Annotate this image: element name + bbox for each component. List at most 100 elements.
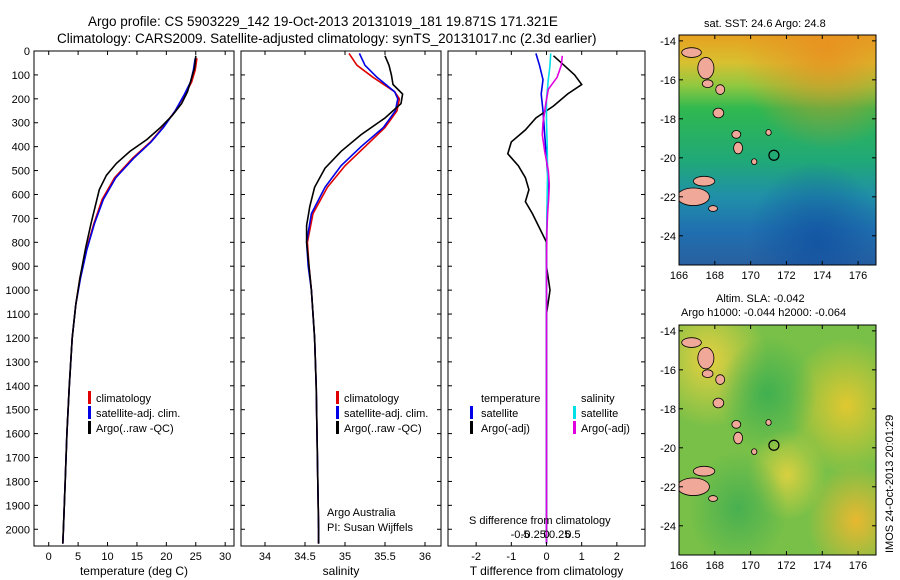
header-line2: Climatology: CARS2009. Satellite-adjuste… xyxy=(57,31,597,46)
side-stamp: IMOS 24-Oct-2013 20:01:29 xyxy=(884,415,896,553)
map-y-tick-label: -20 xyxy=(660,443,676,455)
island xyxy=(733,431,743,445)
map-x-tick-label: 166 xyxy=(670,270,688,282)
s-tick-label: -0.5 xyxy=(511,529,530,541)
island xyxy=(715,374,726,385)
header-line1: Argo profile: CS 5903229_142 19-Oct-2013… xyxy=(88,14,558,29)
legend-swatch-t-argo xyxy=(470,421,473,434)
legend-swatch-climatology xyxy=(336,391,339,404)
island xyxy=(765,129,772,136)
island xyxy=(733,141,743,155)
difference-legend: temperature satellite Argo(-adj) salinit… xyxy=(469,393,630,527)
difference-panel: -2 -1 0 1 2-0.5-0.250 0.250.5T difference fro… xyxy=(447,50,646,578)
s-tick-label: 0.5 xyxy=(565,529,580,541)
legend-swatch-s-satellite xyxy=(573,406,576,419)
salinity-legend: climatology satellite-adj. clim. Argo(..… xyxy=(327,391,428,534)
x-tick-label: 0 xyxy=(543,551,549,563)
island xyxy=(701,369,714,379)
legend-swatch-argo xyxy=(88,421,91,434)
series-line-climatology xyxy=(306,52,401,544)
series-line-s-argo-adj xyxy=(541,55,564,544)
island xyxy=(715,84,726,95)
island xyxy=(679,477,710,496)
map-x-tick-label: 172 xyxy=(777,560,795,572)
series-line-satellite-adj-clim xyxy=(62,58,196,544)
s-difference-axis-title: S difference from climatology xyxy=(469,515,611,527)
salinity-panel: 34 34.5 35 35.5 36 salinity xyxy=(240,50,442,578)
y-tick-label: 1400 xyxy=(6,381,30,393)
y-tick-label: 500 xyxy=(12,166,30,178)
series-line-climatology xyxy=(62,58,198,544)
x-tick-label: 34.5 xyxy=(294,551,315,563)
map-y-tick-label: -14 xyxy=(660,326,676,338)
map-x-tick-label: 170 xyxy=(741,270,759,282)
map-y-tick-label: -18 xyxy=(660,404,676,416)
sst-map: sat. SST: 24.6 Argo: 24.8 166 168 170 172 17… xyxy=(660,18,877,282)
map-y-tick-label: -14 xyxy=(660,36,676,48)
legend-label: climatology xyxy=(96,393,152,405)
legend-label: Argo(-adj) xyxy=(581,423,630,435)
legend-label: Argo(..raw -QC) xyxy=(96,423,174,435)
legend-label: satellite-adj. clim. xyxy=(96,408,180,420)
argo-float-marker xyxy=(768,439,780,451)
map-y-tick-label: -20 xyxy=(660,153,676,165)
island xyxy=(765,419,772,426)
map-y-tick-label: -24 xyxy=(660,231,676,243)
map-y-tick-label: -18 xyxy=(660,114,676,126)
plot-frame xyxy=(33,50,235,547)
plot-frame xyxy=(240,50,442,547)
series-line-argo-raw-qc xyxy=(62,55,197,544)
y-tick-label: 1700 xyxy=(6,453,30,465)
x-axis-label: temperature (deg C) xyxy=(80,564,188,578)
legend-label: Argo(..raw -QC) xyxy=(344,423,422,435)
credit-line1: Argo Australia xyxy=(327,507,396,519)
map-x-tick-label: 168 xyxy=(706,560,724,572)
sst-islands xyxy=(679,47,772,212)
y-tick-label: 1500 xyxy=(6,405,30,417)
x-tick-label: 10 xyxy=(101,551,113,563)
y-tick-label: 1900 xyxy=(6,500,30,512)
y-tick-label: 200 xyxy=(12,94,30,106)
map-y-tick-label: -22 xyxy=(660,192,676,204)
x-tick-label: 36 xyxy=(419,551,431,563)
y-tick-label: 2000 xyxy=(6,524,30,536)
y-tick-label: 0 xyxy=(24,46,30,58)
island xyxy=(692,175,716,187)
sla-map: Altim. SLA: -0.042 Argo h1000: -0.044 h2… xyxy=(660,293,877,572)
sst-map-frame xyxy=(678,34,877,266)
sst-map-axes: 166 168 170 172 174 176 -14 -16 -18 -20 -22 -24 xyxy=(660,35,876,282)
island xyxy=(751,448,758,456)
y-tick-label: 1800 xyxy=(6,476,30,488)
map-x-tick-label: 166 xyxy=(670,560,688,572)
x-tick-label: 2 xyxy=(614,551,620,563)
sla-islands xyxy=(679,337,772,502)
x-tick-label: 20 xyxy=(160,551,172,563)
map-x-tick-label: 176 xyxy=(849,270,867,282)
legend-title-temperature: temperature xyxy=(481,393,540,405)
y-tick-label: 1600 xyxy=(6,429,30,441)
legend-title-salinity: salinity xyxy=(581,393,615,405)
map-y-tick-label: -22 xyxy=(660,482,676,494)
map-x-tick-label: 168 xyxy=(706,270,724,282)
map-y-tick-label: -16 xyxy=(660,75,676,87)
s-tick-label: 0 xyxy=(543,529,549,541)
legend-label: Argo(-adj) xyxy=(481,423,530,435)
y-tick-label: 100 xyxy=(12,70,30,82)
island xyxy=(708,495,718,502)
island xyxy=(731,130,742,139)
series-line-satellite-adj-clim xyxy=(305,53,399,544)
island xyxy=(701,79,714,89)
y-tick-label: 1100 xyxy=(6,309,30,321)
y-tick-label: 1000 xyxy=(6,285,30,297)
s-tick-label: 0.25 xyxy=(549,529,570,541)
y-tick-label: 1300 xyxy=(6,357,30,369)
island xyxy=(712,397,725,409)
map-x-tick-label: 174 xyxy=(813,560,831,572)
x-axis-label: T difference from climatology xyxy=(470,564,624,578)
y-tick-label: 400 xyxy=(12,142,30,154)
legend-swatch-t-satellite xyxy=(470,406,473,419)
map-x-tick-label: 176 xyxy=(849,560,867,572)
sla-map-title-line2: Argo h1000: -0.044 h2000: -0.064 xyxy=(681,307,846,319)
island xyxy=(731,420,742,429)
